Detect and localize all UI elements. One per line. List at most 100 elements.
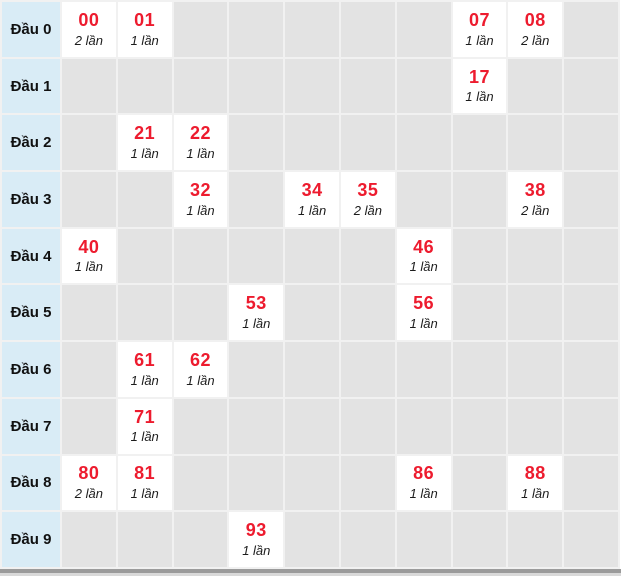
lotto-number: 38 [524, 179, 546, 200]
occurrence-count: 1 lần [465, 32, 494, 48]
number-cell: 38 2 lần [506, 170, 565, 229]
empty-cell [283, 340, 341, 399]
lotto-number: 34 [301, 179, 323, 200]
number-cell: 17 1 lần [450, 56, 509, 116]
occurrence-count: 1 lần [186, 145, 215, 161]
lotto-number: 08 [524, 9, 546, 30]
empty-cell [283, 113, 341, 173]
row-label: Đầu 6 [0, 340, 62, 399]
lotto-number: 61 [134, 350, 156, 370]
empty-cell [394, 56, 453, 116]
empty-cell [506, 113, 565, 173]
empty-cell [338, 283, 397, 343]
number-cell: 93 1 lần [227, 510, 286, 569]
number-cell: 56 1 lần [394, 283, 453, 343]
occurrence-count: 1 lần [242, 316, 271, 331]
table-row: Đầu 8 80 2 lần 81 1 lần 86 1 lần 88 1 lần [0, 453, 620, 513]
table-row: Đầu 0 00 2 lần 01 1 lần 07 1 lần 08 2 lần [0, 0, 620, 59]
empty-cell [60, 56, 118, 116]
row-label: Đầu 1 [0, 56, 62, 116]
empty-cell [60, 113, 118, 173]
empty-cell [60, 510, 118, 569]
occurrence-count: 1 lần [409, 316, 438, 331]
table-row: Đầu 4 40 1 lần 46 1 lần [0, 226, 620, 286]
number-cell: 32 1 lần [171, 170, 230, 229]
empty-cell [394, 113, 453, 173]
empty-cell [115, 510, 174, 569]
row-label: Đầu 2 [0, 113, 62, 173]
number-cell: 34 1 lần [283, 170, 341, 229]
empty-cell [506, 56, 565, 116]
occurrence-count: 1 lần [186, 202, 215, 218]
empty-cell [115, 170, 174, 229]
empty-cell [562, 283, 620, 343]
occurrence-count: 2 lần [74, 486, 103, 502]
empty-cell [60, 340, 118, 399]
empty-cell [394, 510, 453, 569]
empty-cell [562, 170, 620, 229]
empty-cell [115, 56, 174, 116]
number-cell: 00 2 lần [60, 0, 118, 59]
empty-cell [283, 226, 341, 286]
occurrence-count: 2 lần [521, 32, 550, 48]
lotto-number: 56 [413, 293, 435, 314]
table-row: Đầu 3 32 1 lần 34 1 lần 35 2 lần 38 2 lần [0, 170, 620, 229]
table-row: Đầu 7 71 1 lần [0, 396, 620, 456]
number-cell: 35 2 lần [338, 170, 397, 229]
empty-cell [506, 283, 565, 343]
empty-cell [283, 510, 341, 569]
empty-cell [227, 56, 286, 116]
number-cell: 53 1 lần [227, 283, 286, 343]
lotto-number: 81 [134, 463, 156, 484]
empty-cell [562, 453, 620, 513]
empty-cell [227, 396, 286, 456]
empty-cell [60, 283, 118, 343]
empty-cell [60, 170, 118, 229]
lotto-number: 07 [468, 9, 490, 30]
row-label: Đầu 8 [0, 453, 62, 513]
empty-cell [562, 396, 620, 456]
number-cell: 80 2 lần [60, 453, 118, 513]
lotto-number: 88 [524, 463, 546, 484]
occurrence-count: 1 lần [130, 486, 159, 502]
number-cell: 01 1 lần [115, 0, 174, 59]
table-row: Đầu 9 93 1 lần [0, 510, 620, 569]
empty-cell [227, 226, 286, 286]
number-cell: 81 1 lần [115, 453, 174, 513]
empty-cell [338, 56, 397, 116]
empty-cell [450, 226, 509, 286]
empty-cell [283, 453, 341, 513]
empty-cell [562, 510, 620, 569]
empty-cell [283, 0, 341, 59]
lotto-number: 86 [413, 463, 435, 484]
empty-cell [171, 453, 230, 513]
number-cell: 08 2 lần [506, 0, 565, 59]
lotto-number: 46 [413, 236, 435, 257]
empty-cell [394, 0, 453, 59]
row-label: Đầu 9 [0, 510, 62, 569]
empty-cell [562, 113, 620, 173]
lotto-number: 22 [189, 123, 211, 144]
empty-cell [283, 56, 341, 116]
row-label: Đầu 3 [0, 170, 62, 229]
empty-cell [227, 340, 286, 399]
number-cell: 40 1 lần [60, 226, 118, 286]
lotto-number: 35 [357, 179, 379, 200]
occurrence-count: 2 lần [353, 202, 382, 218]
empty-cell [450, 283, 509, 343]
empty-cell [562, 340, 620, 399]
empty-cell [283, 283, 341, 343]
empty-cell [562, 56, 620, 116]
occurrence-count: 1 lần [242, 542, 271, 558]
number-cell: 07 1 lần [450, 0, 509, 59]
lotto-number: 17 [468, 66, 490, 87]
lotto-number: 01 [134, 9, 156, 30]
occurrence-count: 1 lần [521, 486, 550, 502]
empty-cell [338, 510, 397, 569]
table-row: Đầu 6 61 1 lần 62 1 lần [0, 340, 620, 399]
empty-cell [562, 0, 620, 59]
number-cell: 71 1 lần [115, 396, 174, 456]
empty-cell [450, 113, 509, 173]
